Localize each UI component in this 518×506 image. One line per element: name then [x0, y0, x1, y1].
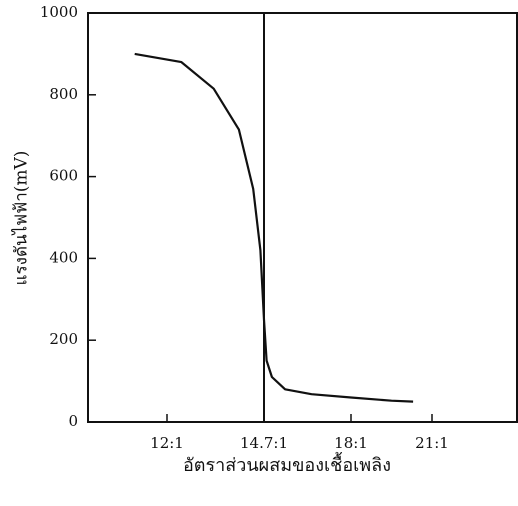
- y-tick-label: 400: [49, 248, 78, 266]
- y-tick-label: 800: [49, 85, 78, 103]
- y-tick-label: 600: [49, 167, 78, 185]
- x-tick-label: 14.7:1: [240, 434, 288, 452]
- y-axis-label: แรงดันไฟฟ้า(mV): [11, 151, 32, 286]
- x-axis-label: อัตราส่วนผสมของเชื้อเพลิง: [183, 452, 391, 476]
- x-tick-label: 18:1: [334, 434, 368, 452]
- y-tick-label: 0: [68, 412, 78, 430]
- y-tick-label: 1000: [40, 3, 78, 21]
- x-tick-label: 12:1: [150, 434, 184, 452]
- x-tick-label: 21:1: [415, 434, 449, 452]
- data-line: [134, 52, 414, 403]
- plot-frame: [87, 12, 518, 423]
- y-tick-label: 200: [49, 330, 78, 348]
